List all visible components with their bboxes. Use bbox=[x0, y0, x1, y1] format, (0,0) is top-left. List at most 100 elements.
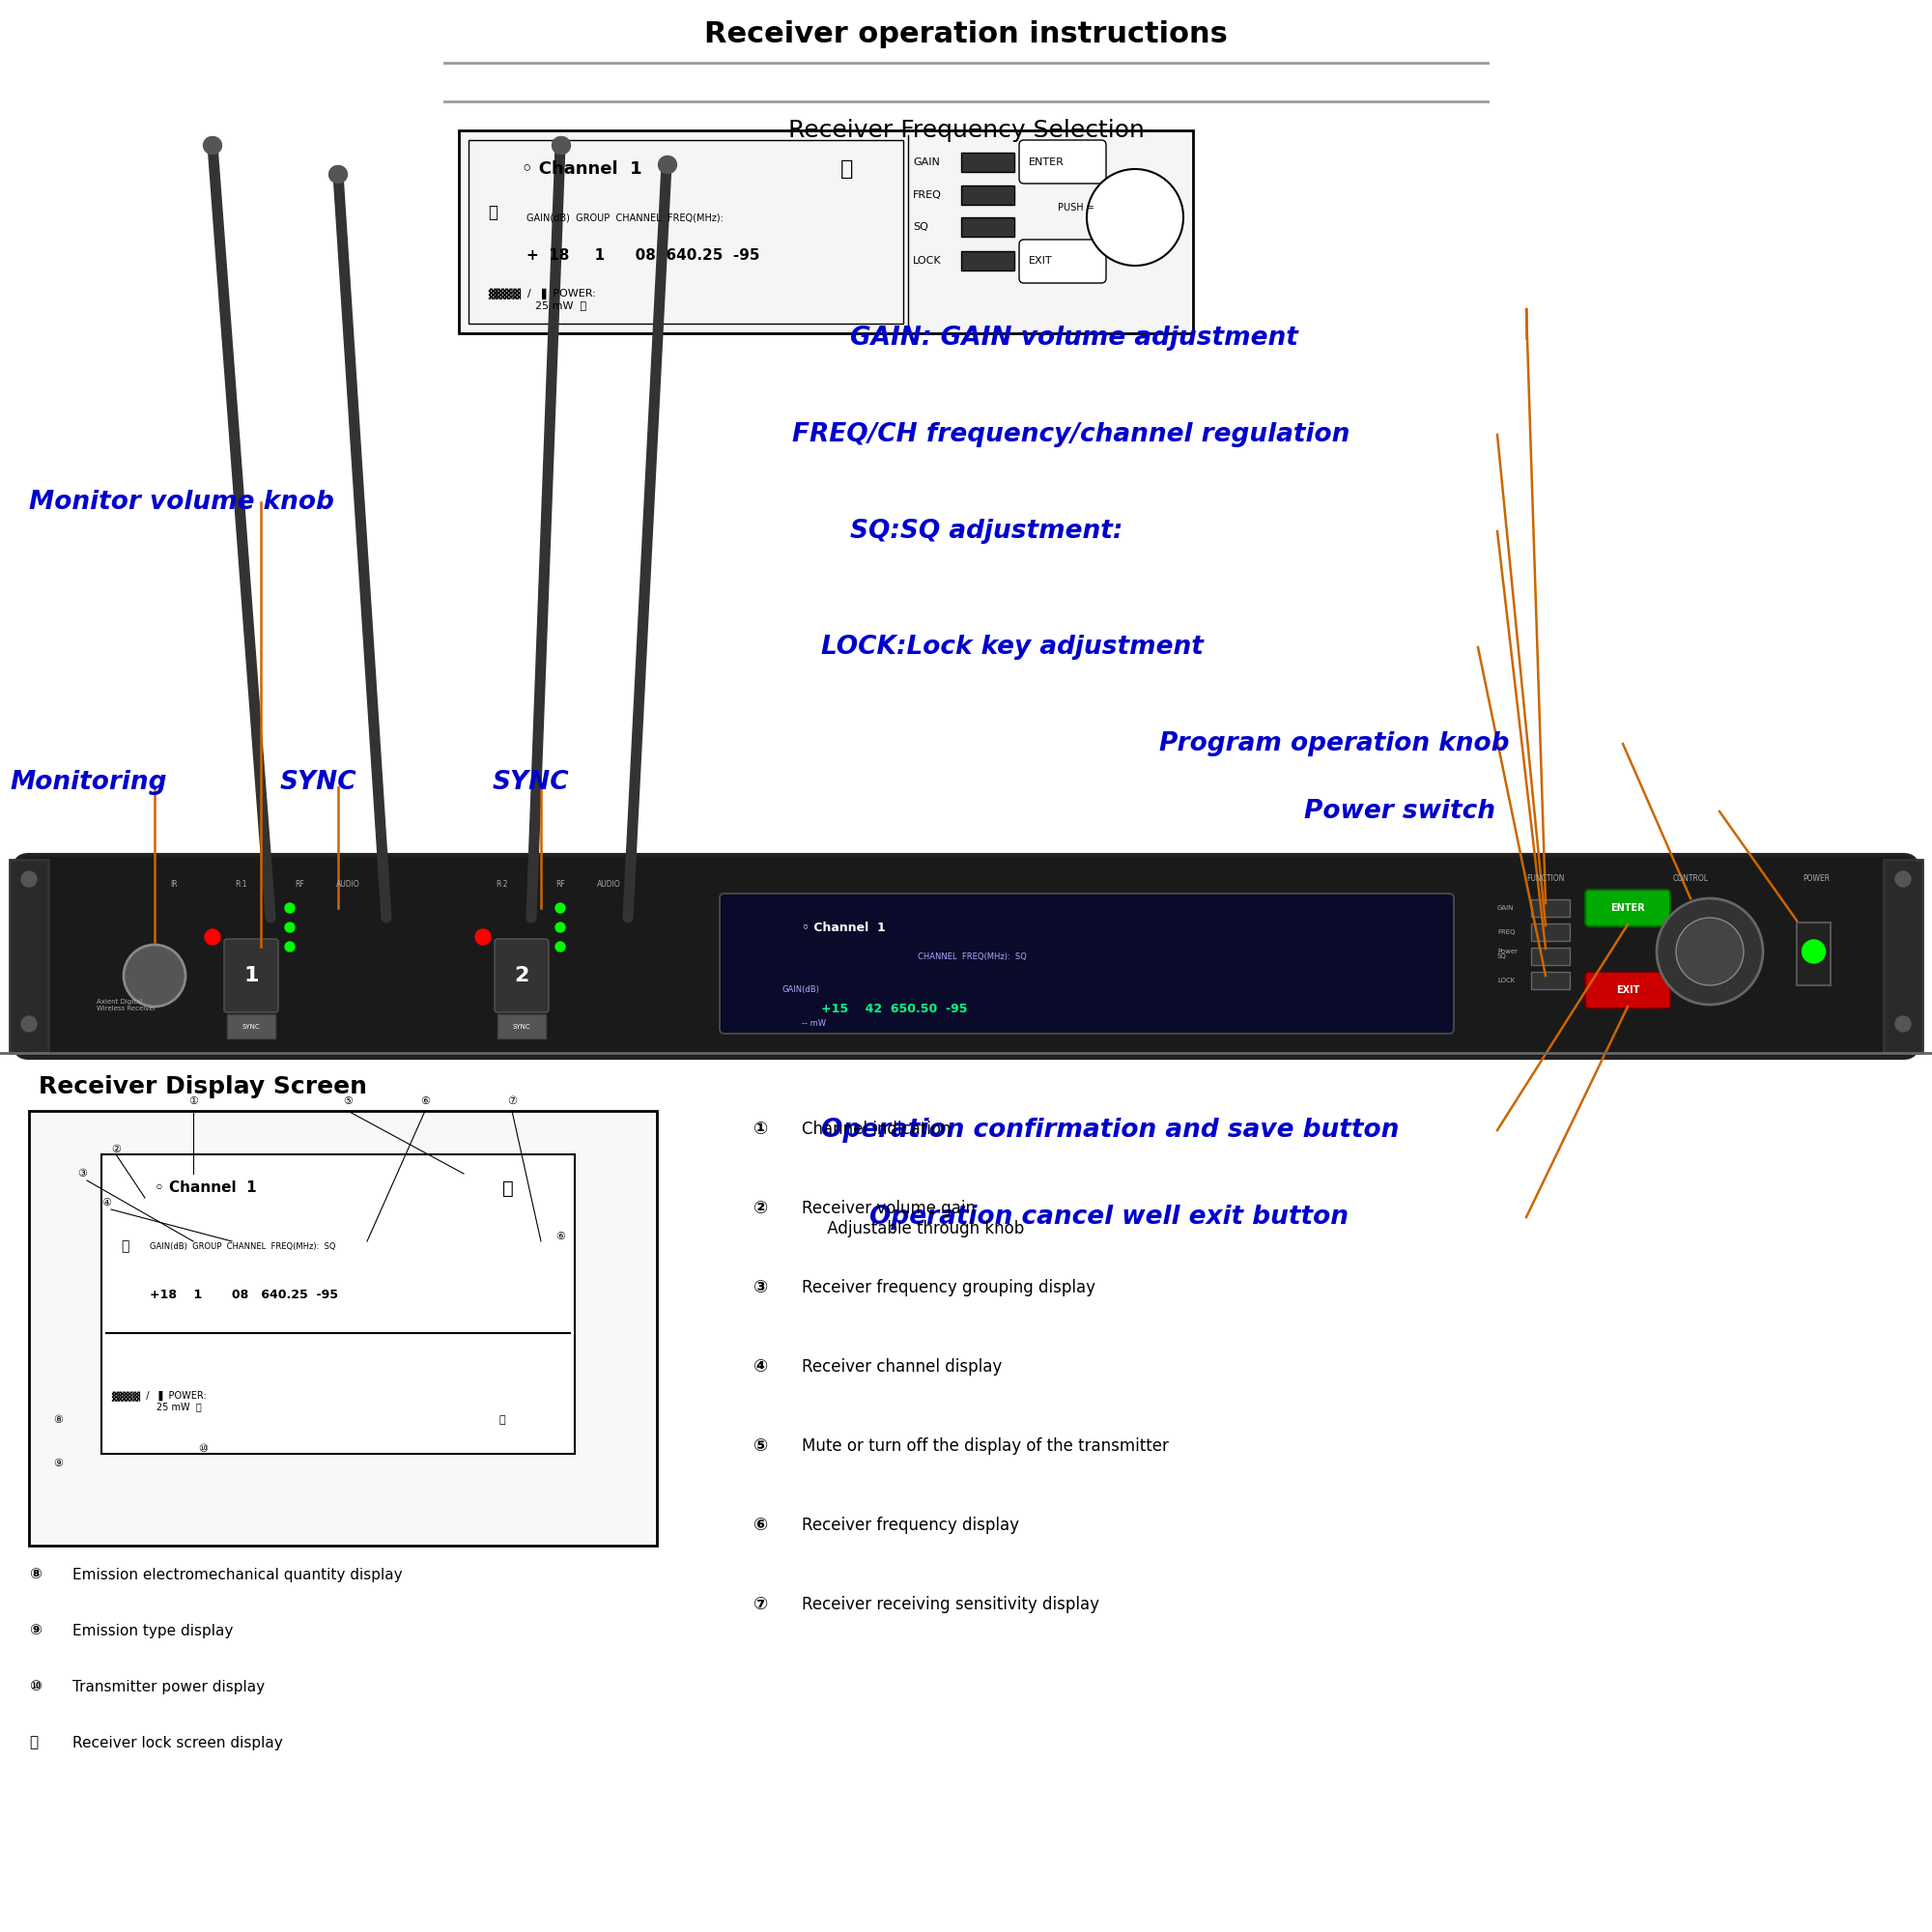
Circle shape bbox=[21, 1016, 37, 1032]
Text: Receiver volume gain
     Adjustable through knob: Receiver volume gain Adjustable through … bbox=[802, 1200, 1024, 1236]
Text: SYNC: SYNC bbox=[242, 1024, 261, 1030]
Text: Emission electromechanical quantity display: Emission electromechanical quantity disp… bbox=[73, 1567, 402, 1582]
Text: ⑧: ⑧ bbox=[54, 1414, 62, 1426]
Text: ▓▓▓▓  /  ▐  POWER:
               25 mW  🔒: ▓▓▓▓ / ▐ POWER: 25 mW 🔒 bbox=[110, 1389, 207, 1412]
Text: RF: RF bbox=[296, 879, 303, 889]
Text: ◦ Channel  1: ◦ Channel 1 bbox=[522, 160, 641, 178]
Text: Receiver lock screen display: Receiver lock screen display bbox=[73, 1735, 282, 1750]
Bar bbox=[468, 141, 904, 323]
Text: RF: RF bbox=[556, 879, 564, 889]
Text: GAIN(dB)  GROUP  CHANNEL  FREQ(MHz):: GAIN(dB) GROUP CHANNEL FREQ(MHz): bbox=[526, 213, 723, 222]
Text: ⌒: ⌒ bbox=[120, 1240, 129, 1252]
Text: +  18     1      08  640.25  -95: + 18 1 08 640.25 -95 bbox=[526, 249, 759, 263]
Circle shape bbox=[1803, 941, 1826, 962]
Circle shape bbox=[556, 923, 564, 933]
Text: LOCK: LOCK bbox=[912, 255, 941, 265]
Text: ③: ③ bbox=[77, 1169, 87, 1179]
Text: GAIN(dB): GAIN(dB) bbox=[782, 985, 819, 995]
Text: GAIN: GAIN bbox=[1497, 904, 1515, 912]
Text: IR: IR bbox=[170, 879, 178, 889]
Text: Receiver Frequency Selection: Receiver Frequency Selection bbox=[788, 120, 1144, 143]
Bar bbox=[1530, 947, 1569, 964]
Text: ⑥: ⑥ bbox=[556, 1233, 564, 1242]
Bar bbox=[960, 185, 1014, 205]
Circle shape bbox=[21, 871, 37, 887]
Circle shape bbox=[1895, 1016, 1911, 1032]
Text: CONTROL: CONTROL bbox=[1673, 875, 1708, 883]
Text: Transmitter power display: Transmitter power display bbox=[73, 1679, 265, 1694]
Text: Monitor volume knob: Monitor volume knob bbox=[29, 489, 334, 514]
Circle shape bbox=[286, 923, 294, 933]
Text: SQ: SQ bbox=[912, 222, 927, 232]
Text: Mute or turn off the display of the transmitter: Mute or turn off the display of the tran… bbox=[802, 1437, 1169, 1455]
Text: ⑧: ⑧ bbox=[29, 1567, 41, 1582]
Text: FREQ: FREQ bbox=[912, 191, 941, 201]
Text: ⑩: ⑩ bbox=[199, 1445, 209, 1453]
FancyBboxPatch shape bbox=[224, 939, 278, 1012]
FancyBboxPatch shape bbox=[15, 856, 1917, 1059]
Text: ▓▓▓▓  /  ▐  POWER:
              25 mW  🔒: ▓▓▓▓ / ▐ POWER: 25 mW 🔒 bbox=[487, 288, 595, 311]
Text: ⑥: ⑥ bbox=[419, 1097, 429, 1105]
Text: POWER: POWER bbox=[1803, 875, 1830, 883]
FancyBboxPatch shape bbox=[1020, 240, 1105, 282]
Text: R·1: R·1 bbox=[236, 879, 247, 889]
Text: SYNC: SYNC bbox=[493, 769, 570, 796]
Circle shape bbox=[205, 929, 220, 945]
Text: AUDIO: AUDIO bbox=[597, 879, 620, 889]
FancyBboxPatch shape bbox=[100, 1153, 574, 1453]
Text: 🎤: 🎤 bbox=[502, 1179, 514, 1198]
Text: ◦ Channel  1: ◦ Channel 1 bbox=[155, 1180, 257, 1196]
Text: ⑨: ⑨ bbox=[29, 1623, 41, 1638]
Text: SQ:SQ adjustment:: SQ:SQ adjustment: bbox=[850, 518, 1122, 545]
Text: ②: ② bbox=[112, 1144, 120, 1153]
Circle shape bbox=[1677, 918, 1743, 985]
FancyBboxPatch shape bbox=[1020, 141, 1105, 184]
Text: 1: 1 bbox=[243, 966, 259, 985]
FancyBboxPatch shape bbox=[460, 129, 1194, 332]
Text: ⑪: ⑪ bbox=[498, 1414, 506, 1426]
Circle shape bbox=[475, 929, 491, 945]
Text: PUSH =: PUSH = bbox=[1059, 203, 1094, 213]
Text: +18    1       08   640.25  -95: +18 1 08 640.25 -95 bbox=[151, 1289, 338, 1300]
Text: CHANNEL  FREQ(MHz):  SQ: CHANNEL FREQ(MHz): SQ bbox=[918, 952, 1026, 960]
Text: Receiver operation instructions: Receiver operation instructions bbox=[705, 19, 1227, 48]
Circle shape bbox=[556, 904, 564, 914]
Text: ⑦: ⑦ bbox=[753, 1596, 769, 1613]
Text: Receiver frequency grouping display: Receiver frequency grouping display bbox=[802, 1279, 1095, 1296]
Text: EXIT: EXIT bbox=[1615, 985, 1640, 995]
Text: 🎤: 🎤 bbox=[840, 160, 854, 180]
Text: ⑪: ⑪ bbox=[29, 1735, 39, 1750]
Text: ⌒: ⌒ bbox=[487, 203, 498, 220]
Bar bbox=[228, 1014, 276, 1039]
FancyBboxPatch shape bbox=[1584, 889, 1669, 927]
Circle shape bbox=[286, 904, 294, 914]
Text: ⑤: ⑤ bbox=[753, 1437, 769, 1455]
Circle shape bbox=[1895, 871, 1911, 887]
Circle shape bbox=[286, 943, 294, 952]
Text: ENTER: ENTER bbox=[1611, 904, 1644, 914]
Text: Operation cancel well exit button: Operation cancel well exit button bbox=[869, 1206, 1349, 1231]
Circle shape bbox=[556, 943, 564, 952]
FancyBboxPatch shape bbox=[1584, 972, 1669, 1009]
Text: Monitoring: Monitoring bbox=[10, 769, 166, 796]
Bar bbox=[1797, 922, 1832, 985]
Text: ⑥: ⑥ bbox=[753, 1517, 769, 1534]
Text: Axient Digital
Wireless Receiver: Axient Digital Wireless Receiver bbox=[97, 999, 156, 1010]
Text: ⑨: ⑨ bbox=[54, 1459, 62, 1468]
Text: R·2: R·2 bbox=[497, 879, 508, 889]
Text: FREQ: FREQ bbox=[1497, 929, 1515, 935]
Text: ENTER: ENTER bbox=[1028, 158, 1065, 168]
Bar bbox=[1530, 900, 1569, 918]
Text: Receiver channel display: Receiver channel display bbox=[802, 1358, 1003, 1376]
Text: GAIN: GAIN bbox=[912, 158, 939, 168]
Text: SQ: SQ bbox=[1497, 952, 1507, 958]
Text: SYNC: SYNC bbox=[512, 1024, 531, 1030]
Text: SYNC: SYNC bbox=[280, 769, 357, 796]
Text: LOCK:Lock key adjustment: LOCK:Lock key adjustment bbox=[821, 634, 1204, 661]
Text: ②: ② bbox=[753, 1200, 769, 1217]
Text: ④: ④ bbox=[102, 1198, 112, 1208]
Text: Channel indication: Channel indication bbox=[802, 1121, 951, 1138]
Text: ③: ③ bbox=[753, 1279, 769, 1296]
Text: Receiver Display Screen: Receiver Display Screen bbox=[39, 1074, 367, 1097]
Text: Power: Power bbox=[1497, 949, 1519, 954]
